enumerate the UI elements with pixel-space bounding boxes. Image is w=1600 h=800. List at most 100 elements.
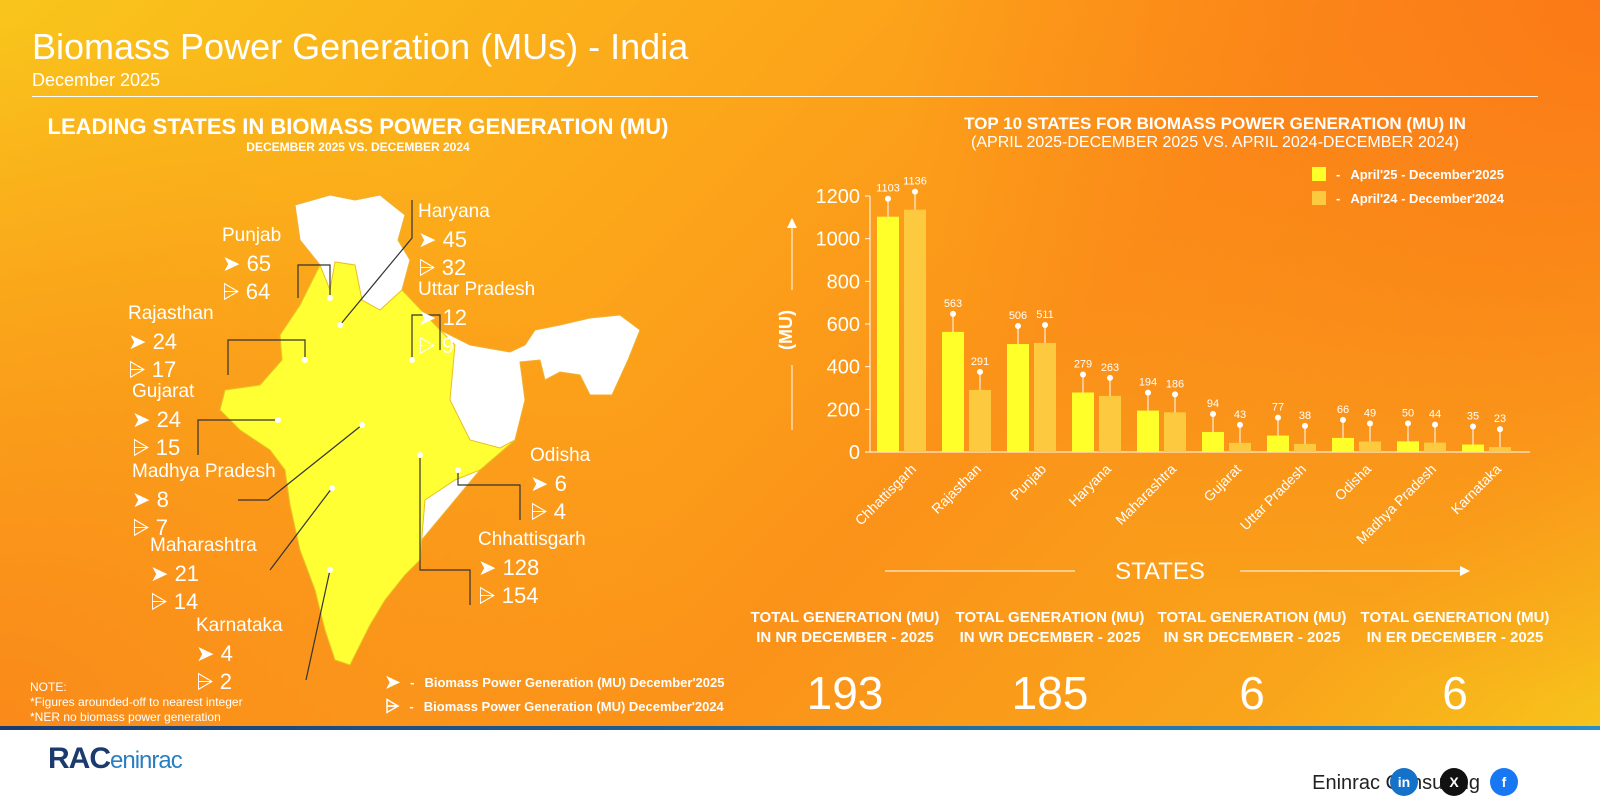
x-tick-label: Punjab — [1007, 461, 1049, 503]
data-label: 279 — [1074, 358, 1092, 370]
y-tick-label: 600 — [827, 314, 860, 336]
y-tick-label: 200 — [827, 399, 860, 421]
y-tick-label: 400 — [827, 357, 860, 379]
data-label: 38 — [1299, 410, 1311, 422]
data-label-dot — [977, 368, 983, 375]
outline-arrow-icon: ⩥ — [196, 669, 214, 694]
data-label-dot — [1432, 421, 1438, 428]
bar — [1489, 447, 1511, 452]
bar — [1229, 442, 1251, 452]
y-tick-label: 1000 — [816, 229, 861, 251]
map-label-haryana: Haryana ➤ 45 ⩥ 32 — [418, 201, 490, 280]
value-2025: 128 — [502, 555, 540, 580]
outline-arrow-icon: ⩥ — [418, 255, 436, 280]
map-label-chhattisgarh: Chhattisgarh ➤ 128 ⩥ 154 — [478, 529, 586, 608]
bar — [1294, 443, 1316, 452]
value-2024: 4 — [553, 499, 566, 524]
total-value: 185 — [1011, 667, 1089, 719]
filled-arrow-icon: ➤ — [132, 487, 151, 512]
header-divider — [32, 96, 1538, 97]
value-2024: 15 — [155, 435, 181, 460]
outline-arrow-icon: ⩥ — [132, 515, 150, 540]
bar — [1424, 442, 1446, 452]
facebook-icon[interactable]: f — [1490, 768, 1518, 796]
x-tick-label: Karnataka — [1448, 461, 1505, 518]
data-label: 23 — [1494, 413, 1506, 425]
value-2024: 154 — [501, 583, 539, 608]
x-tick-label: Uttar Pradesh — [1237, 461, 1309, 533]
value-2025: 21 — [174, 561, 200, 586]
data-label-dot — [1015, 323, 1021, 330]
bar — [942, 331, 964, 452]
data-label-dot — [1042, 321, 1048, 328]
x-tick-label: Rajasthan — [928, 461, 984, 517]
outline-arrow-icon: ⩥ — [132, 435, 150, 460]
filled-arrow-icon: ➤ — [128, 329, 147, 354]
data-label-dot — [1470, 423, 1476, 430]
data-label: 50 — [1402, 407, 1414, 419]
map-subtitle: DECEMBER 2025 VS. DECEMBER 2024 — [246, 140, 470, 154]
x-icon[interactable]: X — [1440, 768, 1468, 796]
value-2024: 7 — [155, 515, 168, 540]
data-label-dot — [1405, 420, 1411, 427]
x-arrow-head — [1460, 566, 1470, 576]
x-tick-label: Chhattisgarh — [852, 461, 919, 528]
data-label-dot — [1080, 371, 1086, 378]
data-label-dot — [1497, 426, 1503, 433]
outline-arrow-icon: ⩥ — [530, 499, 548, 524]
data-label: 94 — [1207, 398, 1219, 410]
bar — [1099, 395, 1121, 452]
map-label-punjab: Punjab ➤ 65 ⩥ 64 — [222, 225, 282, 304]
x-tick-label: Maharashtra — [1112, 461, 1179, 528]
data-label: 44 — [1429, 409, 1441, 421]
data-label: 511 — [1036, 309, 1054, 321]
total-card: TOTAL GENERATION (MU) IN WR DECEMBER - 20… — [950, 608, 1150, 720]
map-label-odisha: Odisha ➤ 6 ⩥ 4 — [530, 445, 591, 524]
value-2025: 24 — [156, 407, 182, 432]
data-label-dot — [1210, 410, 1216, 417]
note: NOTE: *Figures arounded-off to nearest in… — [30, 680, 243, 724]
india-map — [197, 194, 641, 681]
x-tick-label: Haryana — [1065, 461, 1114, 510]
value-2025: 4 — [220, 641, 233, 666]
outline-arrow-icon: ⩥ — [478, 583, 496, 608]
data-label-dot — [1302, 422, 1308, 429]
filled-arrow-icon: ➤ — [385, 671, 401, 692]
linkedin-icon[interactable]: in — [1390, 768, 1418, 796]
bar — [1137, 410, 1159, 452]
total-card: TOTAL GENERATION (MU) IN SR DECEMBER - 20… — [1152, 608, 1352, 720]
y-tick-label: 0 — [849, 442, 860, 464]
value-2024: 17 — [151, 357, 177, 382]
data-label-dot — [1172, 391, 1178, 398]
value-2024: 64 — [245, 279, 271, 304]
value-2024: 32 — [441, 255, 467, 280]
bar — [877, 216, 899, 452]
filled-arrow-icon: ➤ — [530, 471, 549, 496]
outline-arrow-icon: ⩥ — [385, 695, 400, 716]
total-card: TOTAL GENERATION (MU) IN ER DECEMBER - 20… — [1355, 608, 1555, 720]
map-label-gujarat: Gujarat ➤ 24 ⩥ 15 — [132, 381, 195, 460]
bar — [1164, 412, 1186, 452]
bar — [1359, 441, 1381, 452]
map-label-uttar-pradesh: Uttar Pradesh ➤ 12 ⩥ 9 — [418, 279, 536, 358]
data-label: 1136 — [903, 176, 927, 188]
outline-arrow-icon: ⩥ — [150, 589, 168, 614]
data-label-dot — [1367, 420, 1373, 427]
bar — [1072, 392, 1094, 452]
map-title: LEADING STATES IN BIOMASS POWER GENERATI… — [47, 114, 669, 139]
eninrac-logo: RACeninrac — [48, 742, 183, 775]
data-label: 43 — [1234, 409, 1246, 421]
background — [0, 0, 1600, 728]
value-2025: 8 — [156, 487, 169, 512]
data-label-dot — [1275, 414, 1281, 421]
data-label-dot — [885, 195, 891, 202]
value-2025: 24 — [152, 329, 178, 354]
map-label-maharashtra: Maharashtra ➤ 21 ⩥ 14 — [150, 535, 257, 614]
bar — [1397, 441, 1419, 452]
map-label-karnataka: Karnataka ➤ 4 ⩥ 2 — [196, 615, 283, 694]
chart-title: TOP 10 STATES FOR BIOMASS POWER GENERATI… — [964, 114, 1466, 133]
legend-series-2024: - April'24 - December'2024 — [1312, 186, 1504, 210]
bar — [1034, 342, 1056, 452]
x-tick-label: Gujarat — [1200, 461, 1244, 505]
